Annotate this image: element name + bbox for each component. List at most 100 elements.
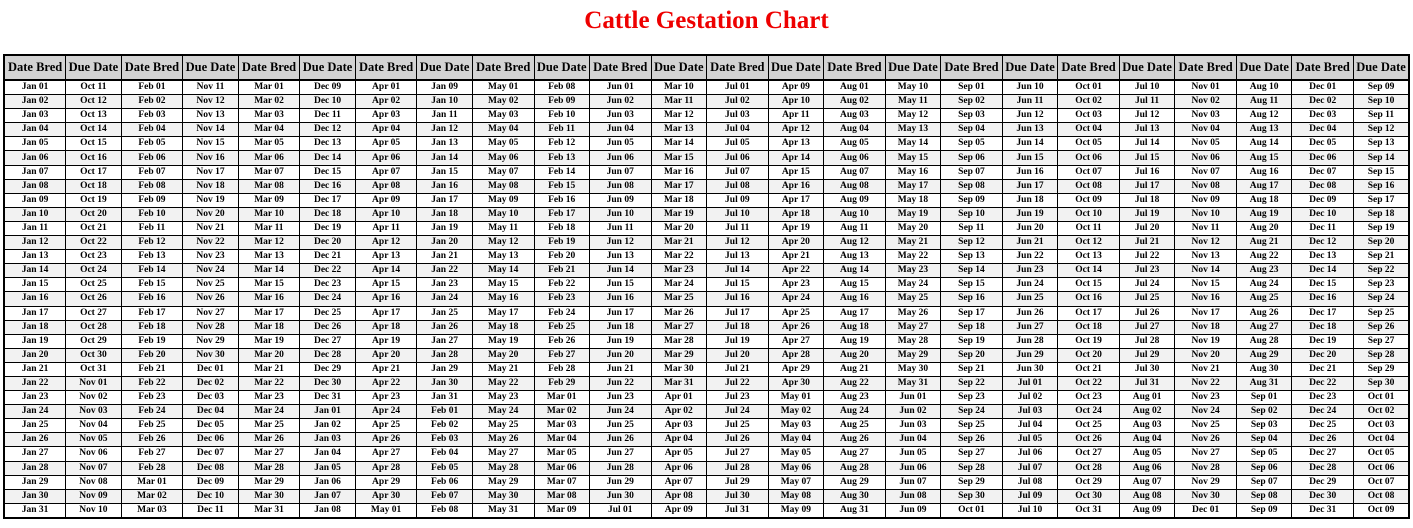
- due-date-cell: Oct 22: [65, 235, 122, 251]
- date-bred-cell: Sep 04: [940, 122, 1003, 138]
- due-date-cell: Aug 02: [1118, 404, 1176, 420]
- due-date-cell: Nov 27: [182, 305, 239, 321]
- date-bred-header: Date Bred: [120, 54, 184, 81]
- due-date-cell: Jul 06: [1001, 446, 1059, 462]
- date-bred-cell: Mar 11: [237, 220, 301, 237]
- due-date-header: Due Date: [533, 54, 590, 81]
- due-date-cell: Oct 11: [65, 79, 122, 96]
- due-date-header: Due Date: [1118, 54, 1176, 81]
- due-date-cell: Dec 11: [299, 108, 356, 124]
- due-date-cell: Sep 28: [1353, 347, 1410, 363]
- date-bred-cell: Nov 24: [1174, 404, 1237, 420]
- date-bred-cell: May 21: [471, 361, 535, 377]
- due-date-cell: May 18: [884, 192, 942, 208]
- date-bred-cell: Oct 17: [1057, 305, 1120, 321]
- due-date-cell: Oct 18: [65, 178, 122, 194]
- due-date-cell: Jul 23: [1118, 263, 1176, 279]
- date-bred-cell: Mar 17: [237, 305, 301, 321]
- due-date-cell: Feb 19: [533, 235, 590, 251]
- date-bred-cell: Feb 25: [120, 418, 184, 434]
- date-bred-cell: Jun 05: [588, 136, 652, 152]
- date-bred-cell: Feb 20: [120, 347, 184, 363]
- date-bred-header: Date Bred: [1174, 54, 1237, 81]
- date-bred-cell: Feb 18: [120, 319, 184, 335]
- date-bred-cell: Dec 22: [1291, 375, 1355, 392]
- due-date-cell: May 08: [767, 488, 825, 504]
- due-date-header: Due Date: [1235, 54, 1293, 81]
- date-bred-cell: Jan 20: [3, 347, 67, 363]
- due-date-cell: Apr 15: [767, 164, 825, 180]
- date-bred-cell: Aug 17: [823, 305, 886, 321]
- due-date-cell: Feb 02: [416, 418, 473, 434]
- date-bred-cell: Jan 17: [3, 305, 67, 321]
- date-bred-cell: Jun 16: [588, 291, 652, 307]
- due-date-cell: Dec 20: [299, 235, 356, 251]
- date-bred-cell: Apr 21: [354, 361, 418, 377]
- date-bred-cell: Oct 10: [1057, 206, 1120, 222]
- due-date-cell: Dec 05: [182, 418, 239, 434]
- date-bred-cell: Aug 19: [823, 333, 886, 349]
- date-bred-cell: Oct 06: [1057, 150, 1120, 166]
- due-date-cell: Dec 24: [299, 291, 356, 307]
- due-date-cell: Apr 09: [767, 79, 825, 96]
- date-bred-cell: May 16: [471, 291, 535, 307]
- date-bred-cell: Jul 26: [705, 432, 769, 448]
- due-date-cell: Jun 03: [884, 418, 942, 434]
- date-bred-cell: Jul 02: [705, 94, 769, 110]
- table-row: Jan 18 Oct 28 Feb 18 Nov 28 Mar 18 Dec 26 Apr …: [3, 319, 1410, 335]
- date-bred-cell: May 01: [354, 502, 418, 519]
- date-bred-cell: Feb 21: [120, 361, 184, 377]
- due-date-cell: Dec 01: [182, 361, 239, 377]
- due-date-cell: Dec 30: [299, 375, 356, 392]
- date-bred-cell: Jun 23: [588, 390, 652, 406]
- due-date-cell: Oct 15: [65, 136, 122, 152]
- due-date-cell: Aug 06: [1118, 460, 1176, 476]
- due-date-cell: Jun 12: [1001, 108, 1059, 124]
- due-date-cell: Mar 04: [533, 432, 590, 448]
- date-bred-cell: Sep 26: [940, 432, 1003, 448]
- date-bred-cell: Mar 25: [237, 418, 301, 434]
- date-bred-cell: Nov 03: [1174, 108, 1237, 124]
- due-date-cell: Jul 13: [1118, 122, 1176, 138]
- due-date-cell: Oct 25: [65, 277, 122, 293]
- date-bred-cell: Jun 30: [588, 488, 652, 504]
- due-date-cell: Dec 02: [182, 375, 239, 392]
- date-bred-cell: Aug 02: [823, 94, 886, 110]
- due-date-cell: Nov 04: [65, 418, 122, 434]
- due-date-cell: Feb 14: [533, 164, 590, 180]
- date-bred-header: Date Bred: [471, 54, 535, 81]
- date-bred-cell: Aug 07: [823, 164, 886, 180]
- date-bred-header: Date Bred: [237, 54, 301, 81]
- date-bred-cell: Apr 20: [354, 347, 418, 363]
- date-bred-cell: Jan 21: [3, 361, 67, 377]
- date-bred-cell: Sep 27: [940, 446, 1003, 462]
- date-bred-cell: Feb 13: [120, 249, 184, 265]
- date-bred-cell: Mar 01: [120, 474, 184, 490]
- date-bred-cell: Jun 07: [588, 164, 652, 180]
- date-bred-cell: Apr 18: [354, 319, 418, 335]
- date-bred-cell: Jun 06: [588, 150, 652, 166]
- date-bred-cell: Jun 01: [588, 79, 652, 96]
- due-date-cell: Mar 31: [650, 375, 707, 392]
- due-date-cell: Apr 14: [767, 150, 825, 166]
- date-bred-cell: Oct 04: [1057, 122, 1120, 138]
- date-bred-cell: Aug 29: [823, 474, 886, 490]
- due-date-cell: Sep 26: [1353, 319, 1410, 335]
- date-bred-cell: Jan 26: [3, 432, 67, 448]
- date-bred-cell: Jul 05: [705, 136, 769, 152]
- date-bred-cell: Mar 13: [237, 249, 301, 265]
- due-date-cell: Nov 22: [182, 235, 239, 251]
- due-date-cell: Jun 26: [1001, 305, 1059, 321]
- due-date-cell: Aug 19: [1235, 206, 1293, 222]
- date-bred-cell: Mar 05: [237, 136, 301, 152]
- date-bred-cell: Jun 18: [588, 319, 652, 335]
- due-date-cell: Feb 24: [533, 305, 590, 321]
- due-date-cell: May 07: [767, 474, 825, 490]
- date-bred-cell: Feb 14: [120, 263, 184, 279]
- date-bred-cell: May 22: [471, 375, 535, 392]
- due-date-cell: Sep 25: [1353, 305, 1410, 321]
- due-date-cell: Mar 28: [650, 333, 707, 349]
- date-bred-cell: Nov 18: [1174, 319, 1237, 335]
- due-date-cell: Dec 12: [299, 122, 356, 138]
- due-date-cell: Jun 11: [1001, 94, 1059, 110]
